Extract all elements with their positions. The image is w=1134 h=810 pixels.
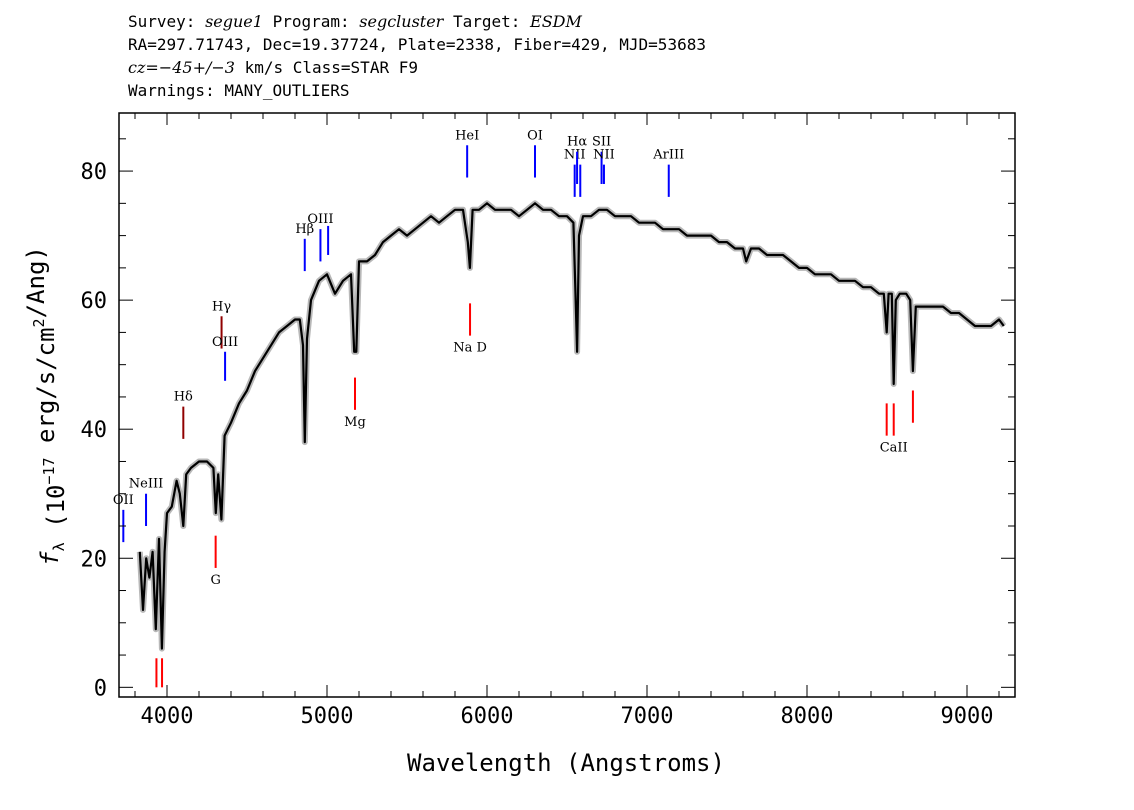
emission-line-label: HeI [455,128,479,143]
y-tick-label: 0 [94,676,107,701]
survey-value: segue1 [205,12,263,31]
absorption-line-label: G [210,573,220,588]
redshift-value: cz=−45+/−3 [128,58,235,77]
x-axis-label: Wavelength (Angstroms) [407,749,725,777]
emission-line-label: OII [113,493,134,508]
spectrum-series [136,200,1007,652]
header-line-survey: Survey: segue1 Program: segcluster Targe… [128,10,706,33]
target-label: Target: [443,12,531,31]
emission-line-label: OIII [307,212,333,227]
target-value: ESDM [530,12,582,31]
emission-line-label: ArIII [652,148,684,163]
x-tick-label: 8000 [781,704,834,729]
x-tick-label: 6000 [461,704,514,729]
x-tick-label: 7000 [621,704,674,729]
absorption-line-label: Na D [453,341,487,356]
header-line-redshift: cz=−45+/−3 km/s Class=STAR F9 [128,56,706,79]
header-line-coordinates: RA=297.71743, Dec=19.37724, Plate=2338, … [128,35,706,54]
emission-line-label: OI [527,128,543,143]
survey-label: Survey: [128,12,206,31]
emission-line-label: Hα [567,135,587,150]
class-value: km/s Class=STAR F9 [234,58,418,77]
y-tick-label: 60 [81,289,108,314]
emission-line-label: Hβ [295,222,314,237]
absorption-line-label: CaII [880,441,908,456]
y-tick-label: 20 [81,547,108,572]
emission-line-label: Hδ [174,390,193,405]
emission-line-label: NII [593,148,615,163]
x-tick-label: 5000 [301,704,354,729]
program-label: Program: [262,12,360,31]
emission-line-label: NeIII [129,477,163,492]
y-tick-label: 80 [81,160,108,185]
plot-frame [118,112,1016,698]
y-tick-label: 40 [81,418,108,443]
emission-line-label: NII [564,148,586,163]
emission-line-label: Hγ [212,299,231,314]
y-axis-label: fλ (10−17 erg/s/cm2/Ang) [22,246,70,566]
emission-line-label: OIII [212,335,238,350]
spectrum-header: Survey: segue1 Program: segcluster Targe… [128,10,706,102]
plot-border [118,112,1016,698]
absorption-line-label: Mg [344,415,366,430]
emission-line-label: SII [592,135,611,150]
spectrum-line [138,202,1005,650]
x-tick-label: 4000 [141,704,194,729]
program-value: segcluster [359,12,444,31]
x-tick-label: 9000 [941,704,994,729]
header-line-warnings: Warnings: MANY_OUTLIERS [128,81,350,100]
axis-ticks: 4000 5000 6000 7000 8000 9000 0 20 40 60 80 [81,113,1015,729]
spectrum-error-band [136,200,1007,652]
